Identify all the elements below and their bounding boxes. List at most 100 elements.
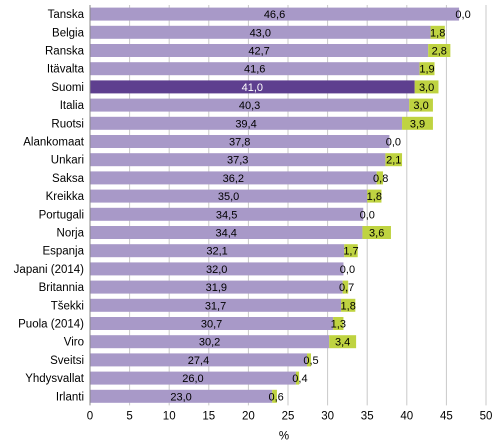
category-label: Italia: [60, 100, 85, 112]
bars: [90, 7, 460, 403]
bar-extra: [430, 25, 445, 39]
bar-main: [90, 44, 429, 57]
bar-main: [90, 280, 343, 294]
value-label-extra: 0,8: [373, 173, 388, 185]
bar-main: [90, 353, 308, 367]
value-label-extra: 3,6: [369, 228, 384, 240]
value-label: 23,0: [170, 391, 191, 403]
category-label: Sveitsi: [50, 355, 84, 367]
bar-main: [90, 62, 420, 76]
category-label: Belgia: [52, 27, 85, 39]
bar-main: [90, 189, 368, 203]
value-label-extra: 3,0: [413, 100, 428, 112]
value-label-extra: 1,9: [419, 64, 434, 76]
category-label: Saksa: [52, 173, 85, 185]
category-label: Tšekki: [51, 300, 84, 312]
value-label: 34,4: [216, 228, 237, 240]
bar-extra: [307, 353, 311, 367]
value-label: 37,8: [229, 137, 250, 149]
bar-main: [90, 298, 342, 312]
x-axis: 0 5 10 15 20 25 30 35 40 45 50: [87, 5, 493, 422]
bar-main: [90, 262, 344, 276]
x-tick-label: 5: [126, 410, 132, 422]
value-label-extra: 0,0: [455, 9, 470, 21]
x-tick-label: 45: [440, 410, 453, 422]
value-label: 41,6: [244, 64, 265, 76]
bar-extra: [341, 298, 356, 312]
category-label: Britannia: [39, 282, 85, 294]
value-label-extra: 0,5: [303, 355, 318, 367]
value-label-extra: 0,4: [292, 373, 307, 385]
category-labels: Tanska Belgia Ranska Itävalta Suomi Italia Ruo…: [14, 9, 85, 403]
value-label-extra: 2,1: [386, 155, 401, 167]
bar-extra: [376, 171, 384, 185]
category-label: Ruotsi: [51, 118, 84, 130]
bar-main: [90, 389, 273, 403]
bar-extra: [385, 153, 403, 167]
value-label-extra: 2,8: [432, 46, 447, 58]
value-label: 27,4: [188, 355, 209, 367]
value-label: 31,7: [205, 300, 226, 312]
bar-main: [90, 244, 345, 258]
category-label: Irlanti: [56, 391, 84, 403]
bar-main: [90, 135, 390, 148]
bar-extra: [333, 317, 344, 330]
category-label: Tanska: [48, 9, 85, 21]
category-label: Yhdysvallat: [25, 373, 85, 385]
bar-main: [90, 25, 431, 39]
value-label-extra: 1,8: [367, 191, 382, 203]
bar-extra: [295, 371, 300, 385]
value-label-extra: 1,8: [341, 300, 356, 312]
value-label-extra: 1,8: [430, 27, 445, 39]
x-tick-label: 50: [480, 410, 493, 422]
x-tick-label: 0: [87, 410, 93, 422]
bar-extra: [329, 335, 357, 349]
value-label: 30,7: [201, 319, 222, 331]
value-label-extra: 0,0: [386, 137, 401, 149]
value-label: 37,3: [227, 155, 248, 167]
value-label-extra: 0,6: [269, 391, 284, 403]
x-tick-label: 10: [163, 410, 176, 422]
value-label: 31,9: [206, 282, 227, 294]
bar-main: [90, 371, 296, 385]
bar-main: [90, 98, 410, 112]
value-label-extra: 1,3: [331, 319, 346, 331]
value-label: 46,6: [264, 9, 285, 21]
category-label: Portugali: [39, 209, 84, 221]
category-label: Kreikka: [46, 191, 85, 203]
x-tick-label: 15: [202, 410, 215, 422]
x-axis-title: %: [279, 430, 289, 440]
bar-extra: [344, 244, 358, 258]
value-label-extra: 3,9: [410, 118, 425, 130]
bar-extra: [342, 280, 349, 294]
x-tick-label: 40: [400, 410, 413, 422]
x-tick-label: 35: [361, 410, 374, 422]
category-label: Norja: [57, 228, 85, 240]
x-tick-label: 30: [321, 410, 334, 422]
bar-main: [90, 7, 460, 21]
bar-extra: [367, 189, 382, 203]
category-label: Puola (2014): [18, 319, 84, 331]
value-labels: 46,6 0,0 43,0 1,8 42,7 2,8 41,6 1,9 41,0 3,0 40,3 3…: [170, 9, 470, 403]
value-label: 36,2: [223, 173, 244, 185]
value-label: 35,0: [218, 191, 239, 203]
value-label: 32,1: [206, 246, 227, 258]
value-label: 34,5: [216, 209, 237, 221]
bar-main: [90, 317, 334, 330]
category-label: Viro: [64, 337, 84, 349]
bar-extra: [362, 226, 391, 239]
bar-main: [90, 335, 330, 349]
bar-extra: [409, 98, 433, 112]
bar-main: [90, 116, 403, 130]
value-label: 42,7: [248, 46, 269, 58]
category-label: Itävalta: [47, 64, 85, 76]
category-label: Ranska: [45, 46, 85, 58]
category-label: Unkari: [51, 155, 84, 167]
bar-extra: [419, 62, 435, 76]
value-label: 32,0: [206, 264, 227, 276]
bar-main: [90, 80, 415, 94]
x-tick-label: 25: [282, 410, 295, 422]
bar-extra: [402, 116, 433, 130]
value-label: 39,4: [235, 118, 256, 130]
